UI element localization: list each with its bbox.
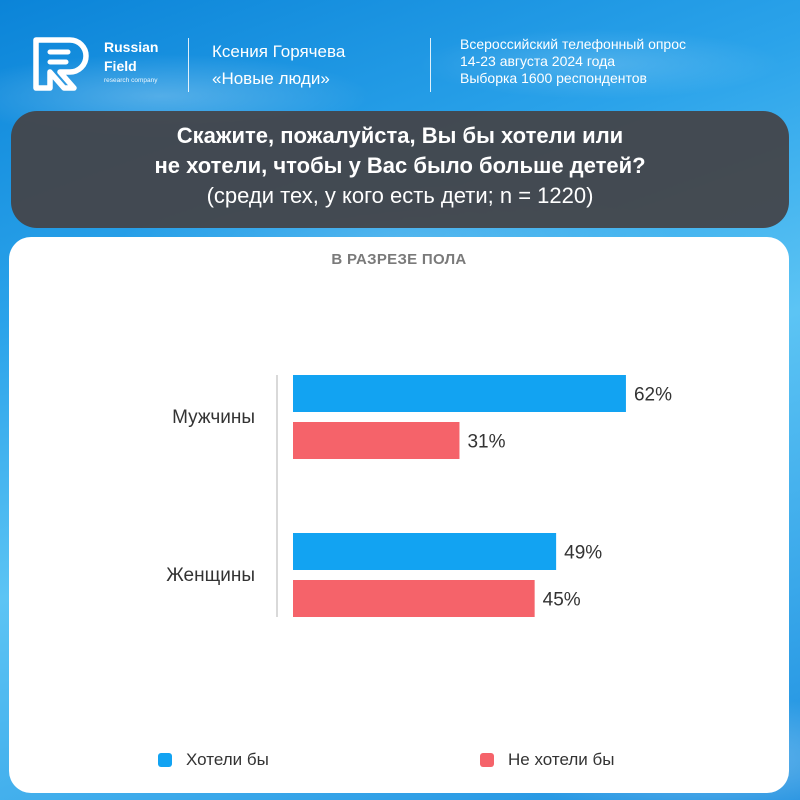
legend-item-not-want: Не хотели бы [480,748,614,772]
rf-logo-icon [33,37,89,91]
bar-not-want [293,422,460,459]
survey-info: Всероссийский телефонный опрос 14-23 авг… [460,36,686,87]
brand-tagline: research company [104,77,158,84]
author-name: Ксения Горячева [212,42,346,61]
legend-swatch-not-want [480,753,494,767]
question-box: Скажите, пожалуйста, Вы бы хотели или не… [11,111,789,228]
survey-sample: Выборка 1600 респондентов [460,70,647,86]
brand-line2: Field [104,58,137,74]
data-label: 62% [634,385,672,406]
legend-swatch-want [158,753,172,767]
brand-name: Russian Field research company [104,38,158,86]
legend-label-want: Хотели бы [186,750,269,769]
bar-not-want [293,580,535,617]
legend-label-not-want: Не хотели бы [508,750,615,769]
question-line2: не хотели, чтобы у Вас было больше детей… [154,153,646,178]
chart-title: В РАЗРЕЗЕ ПОЛА [331,251,467,268]
survey-type: Всероссийский телефонный опрос [460,36,687,52]
question-line1: Скажите, пожалуйста, Вы бы хотели или [176,123,624,148]
data-label: 45% [543,590,581,611]
survey-dates: 14-23 августа 2024 года [460,53,616,69]
author-party: «Новые люди» [212,69,330,88]
author-block: Ксения Горячева «Новые люди» [212,38,345,92]
category-label: Мужчины [172,407,255,428]
category-label: Женщины [166,565,255,586]
brand-line1: Russian [104,39,159,55]
header-divider [188,38,189,92]
data-label: 31% [467,432,505,453]
legend-item-want: Хотели бы [158,748,269,772]
chart-card: В РАЗРЕЗЕ ПОЛА Мужчины 62% 31% Женщины 49% 45… [9,237,789,793]
bar-want [293,375,626,412]
bar-want [293,533,557,570]
data-label: 49% [564,543,602,564]
question-subtitle: (среди тех, у кого есть дети; n = 1220) [206,183,594,208]
bar-chart: Мужчины 62% 31% Женщины 49% 45% [166,375,672,617]
header: Russian Field research company Ксения Го… [0,0,800,110]
header-divider [430,38,431,92]
